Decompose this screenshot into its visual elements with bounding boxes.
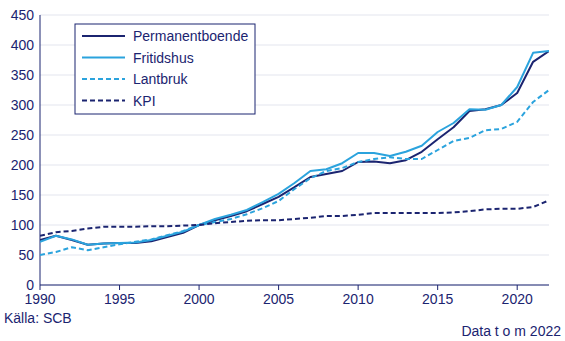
x-tick <box>119 285 120 290</box>
grid-line <box>40 165 549 166</box>
legend-label: KPI <box>133 93 156 109</box>
legend-swatch <box>82 57 125 59</box>
x-tick <box>40 285 41 290</box>
grid-line <box>40 285 549 286</box>
legend-swatch <box>82 78 125 80</box>
annotation: Källa: SCB <box>4 310 72 326</box>
x-tick <box>199 285 200 290</box>
y-tick-label: 50 <box>18 247 34 263</box>
grid-line <box>40 15 549 16</box>
x-tick <box>437 285 438 290</box>
annotation: Data t o m 2022 <box>461 323 561 339</box>
grid-line <box>40 225 549 226</box>
legend-box <box>75 24 255 114</box>
legend-swatch <box>82 35 125 37</box>
x-tick-label: 2010 <box>343 291 374 307</box>
y-tick-label: 450 <box>11 7 35 23</box>
y-tick-label: 250 <box>11 127 35 143</box>
y-tick-label: 150 <box>11 187 35 203</box>
series-line <box>40 90 549 255</box>
x-tick-label: 2020 <box>502 291 533 307</box>
legend-label: Lantbruk <box>133 71 188 87</box>
x-tick-label: 2000 <box>183 291 214 307</box>
grid-line <box>40 195 549 196</box>
grid-line <box>40 255 549 256</box>
y-tick-label: 200 <box>11 157 35 173</box>
y-tick-label: 400 <box>11 37 35 53</box>
x-tick <box>278 285 279 290</box>
x-tick-label: 2005 <box>263 291 294 307</box>
x-tick-label: 2015 <box>422 291 453 307</box>
x-tick-label: 1995 <box>104 291 135 307</box>
legend-label: Fritidshus <box>133 50 194 66</box>
legend-label: Permanentboende <box>133 28 248 44</box>
x-tick <box>358 285 359 290</box>
x-axis <box>40 285 549 286</box>
legend-swatch <box>82 100 125 102</box>
chart: 0501001502002503003504004501990199520002… <box>0 0 565 341</box>
y-axis <box>40 15 41 285</box>
y-tick-label: 350 <box>11 67 35 83</box>
x-tick-label: 1990 <box>24 291 55 307</box>
legend: Permanentboende Fritidshus Lantbruk KPI <box>75 24 255 114</box>
x-tick <box>517 285 518 290</box>
series-line <box>40 200 549 235</box>
y-tick-label: 100 <box>11 217 35 233</box>
y-tick-label: 300 <box>11 97 35 113</box>
